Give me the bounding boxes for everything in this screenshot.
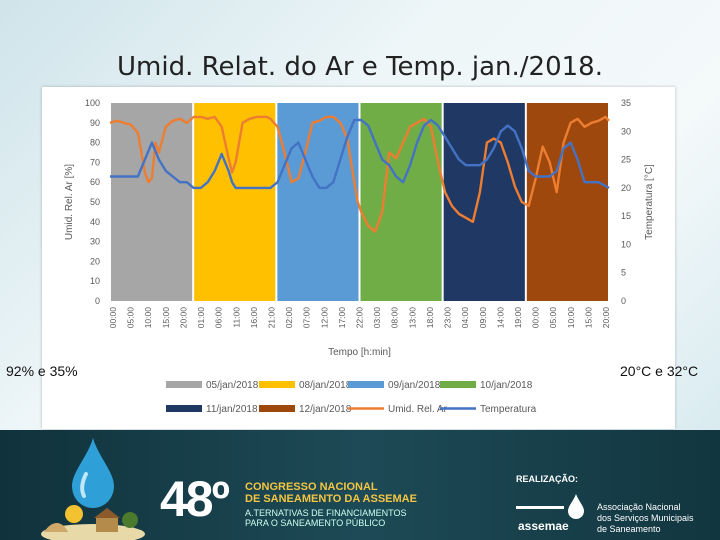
x-tick-label: 17:00 [337,307,347,329]
y2-tick-label: 5 [621,268,626,278]
y-tick-label: 90 [90,118,100,128]
temperature-range-note: 20°C e 32°C [620,363,699,379]
y2-tick-label: 10 [621,239,631,249]
legend-swatch [166,405,202,412]
legend-label: 10/jan/2018 [480,380,533,391]
y2-tick-label: 0 [621,296,626,306]
legend-label: 05/jan/2018 [206,380,259,391]
event-title-line2: DE SANEAMENTO DA ASSEMAE [245,493,417,505]
org-description-line2: dos Serviços Municipais [597,513,694,523]
y-tick-label: 40 [90,217,100,227]
y-tick-label: 50 [90,197,100,207]
legend-swatch [166,381,202,388]
x-tick-label: 20:00 [178,307,188,329]
x-tick-label: 12:00 [319,307,329,329]
x-tick-label: 14:00 [495,307,505,329]
y-tick-label: 70 [90,157,100,167]
y2-tick-label: 35 [621,98,631,108]
legend-label: 08/jan/2018 [299,380,352,391]
x-tick-label: 23:00 [443,307,453,329]
temperature-series-line [110,118,610,190]
y-tick-label: 100 [85,98,100,108]
y2-tick-label: 15 [621,211,631,221]
x-tick-label: 16:00 [249,307,259,329]
x-tick-label: 22:00 [355,307,365,329]
legend-swatch [259,405,295,412]
x-tick-label: 13:00 [407,307,417,329]
x-tick-label: 18:00 [425,307,435,329]
day-band [360,103,442,301]
humidity-temperature-chart: 0 10 20 30 40 50 60 70 80 90 100 0 5 10 15 20 25 30 35 00:0… [64,98,655,415]
legend-swatch [348,381,384,388]
event-subtitle-line2: PARA O SANEAMENTO PÚBLICO [245,518,386,528]
assemae-logo-icon [516,494,584,519]
event-title-line1: CONGRESSO NACIONAL [245,481,378,493]
y-axis-title: Umid. Rel. Ar [%] [64,164,75,240]
x-tick-label: 09:00 [478,307,488,329]
x-tick-label: 15:00 [583,307,593,329]
y-tick-label: 0 [95,296,100,306]
x-tick-label: 02:00 [284,307,294,329]
legend-label: 12/jan/2018 [299,404,352,415]
day-band [194,103,276,301]
legend-label: Umid. Rel. Ar [388,404,448,415]
y-tick-label: 60 [90,177,100,187]
day-band [443,103,525,301]
chart-panel: 0 10 20 30 40 50 60 70 80 90 100 0 5 10 15 20 25 30 35 00:0… [42,87,675,429]
realizacao-label: REALIZAÇÃO: [516,474,578,484]
y2-tick-label: 30 [621,126,631,136]
slide-title: Umid. Relat. do Ar e Temp. jan./2018. [117,52,603,82]
event-subtitle-line1: A.TERNATIVAS DE FINANCIAMENTOS [245,508,407,518]
day-band [526,103,608,301]
x-tick-label: 15:00 [161,307,171,329]
org-description-line3: de Saneamento [597,524,661,534]
y-tick-label: 20 [90,256,100,266]
legend-label: Temperatura [480,404,537,415]
y-tick-label: 10 [90,276,100,286]
x-tick-label: 01:00 [196,307,206,329]
x-tick-label: 00:00 [531,307,541,329]
humidity-series-line [109,115,610,233]
day-band [111,103,193,301]
y2-tick-label: 20 [621,183,631,193]
y2-tick-label: 25 [621,155,631,165]
x-tick-label: 03:00 [372,307,382,329]
legend-swatch [440,381,476,388]
assemae-wordmark: assemae [518,519,569,533]
x-tick-label: 10:00 [143,307,153,329]
x-tick-label: 11:00 [231,307,241,328]
legend-swatch [259,381,295,388]
x-tick-label: 06:00 [214,307,224,329]
day-band [277,103,359,301]
y-tick-label: 80 [90,138,100,148]
congress-logo-icon [41,438,145,540]
x-axis-title: Tempo [h:min] [328,347,391,358]
legend-label: 11/jan/2018 [206,404,258,415]
x-tick-label: 07:00 [302,307,312,329]
x-tick-label: 20:00 [601,307,611,329]
x-tick-label: 10:00 [566,307,576,329]
x-tick-label: 04:00 [460,307,470,329]
x-tick-label: 00:00 [108,307,118,329]
congress-number: 48º [160,471,230,527]
legend-label: 09/jan/2018 [388,380,441,391]
x-tick-label: 08:00 [390,307,400,329]
y2-axis-title: Temperatura [°C] [644,164,655,240]
x-tick-label: 19:00 [513,307,523,329]
footer-banner [0,430,720,540]
x-tick-label: 05:00 [548,307,558,329]
x-tick-label: 05:00 [126,307,136,329]
y-tick-label: 30 [90,237,100,247]
x-tick-label: 21:00 [266,307,276,329]
humidity-range-note: 92% e 35% [6,363,78,379]
org-description-line1: Associação Nacional [597,502,681,512]
